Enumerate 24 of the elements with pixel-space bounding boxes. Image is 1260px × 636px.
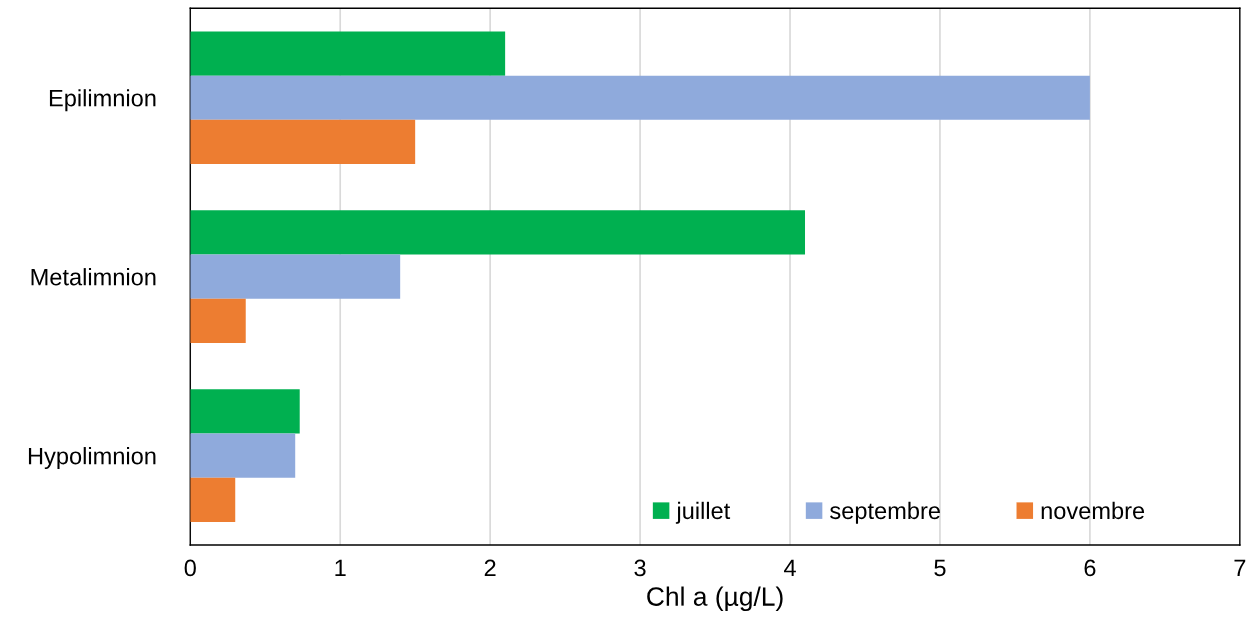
bar <box>190 298 246 343</box>
x-axis-title: Chl a (µg/L) <box>647 586 783 612</box>
x-tick-label: 7 <box>1234 559 1246 577</box>
x-tick-label: 5 <box>934 559 946 577</box>
legend-label: novembre <box>1041 501 1145 520</box>
y-tick-label: Epilimnion <box>49 89 156 112</box>
y-tick-label: Metalimnion <box>31 268 156 286</box>
legend-label: septembre <box>830 501 940 524</box>
x-tick-label: 2 <box>484 559 496 577</box>
bar <box>190 254 401 299</box>
bar <box>190 389 300 434</box>
bar <box>190 75 1090 120</box>
legend-label: juillet <box>675 501 731 524</box>
bar <box>190 477 236 522</box>
x-tick-label: 1 <box>335 559 346 577</box>
bar <box>190 210 806 255</box>
x-tick-label: 4 <box>784 559 796 577</box>
x-tick-label: 3 <box>634 559 646 577</box>
bar <box>190 433 296 478</box>
bar <box>190 119 416 165</box>
x-tick-label: 0 <box>184 559 196 577</box>
x-tick-label: 6 <box>1084 559 1096 577</box>
bar <box>190 31 506 76</box>
y-tick-label: Hypolimnion <box>28 447 156 470</box>
